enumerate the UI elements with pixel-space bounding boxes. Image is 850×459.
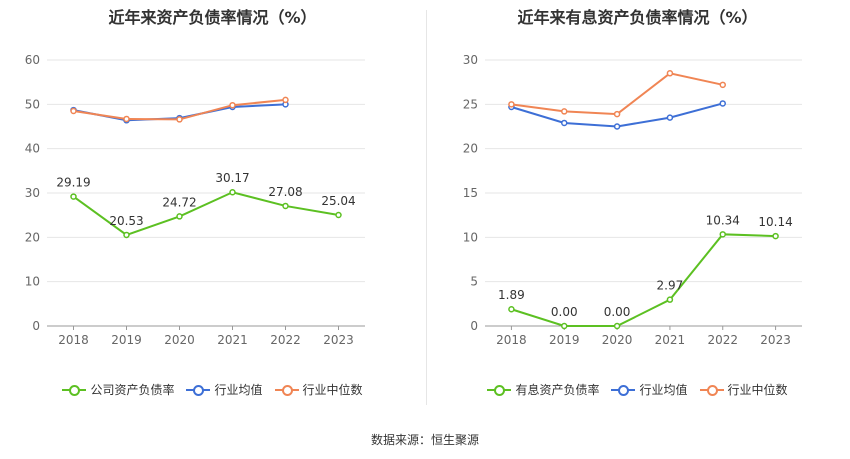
data-point	[229, 188, 236, 196]
legend-swatch-icon	[274, 383, 299, 397]
series-line	[511, 233, 776, 327]
legend-label: 行业均值	[214, 383, 263, 397]
data-point	[561, 108, 568, 115]
y-tick-label: 5	[470, 275, 478, 289]
x-tick-label: 2020	[602, 333, 633, 347]
chart-plot-debt-ratio: 0 10 20 30 40 50 60 2018 2019 2020 2021 2022 2023 29.…	[25, 53, 365, 347]
y-tick-label: 30	[25, 186, 40, 200]
x-tick-label: 2020	[164, 333, 195, 347]
legend-item[interactable]: 公司资产负债率	[62, 381, 174, 398]
data-point	[229, 101, 236, 109]
data-label: 20.53	[109, 214, 143, 228]
y-tick-label: 15	[463, 186, 478, 200]
data-point	[613, 110, 621, 118]
series-line	[511, 72, 723, 116]
data-point	[561, 322, 568, 330]
y-tick-label: 0	[470, 319, 478, 333]
legend-swatch-icon	[611, 383, 636, 397]
x-tick-label: 2021	[655, 333, 686, 347]
y-tick-label: 10	[25, 275, 40, 289]
y-tick-label: 0	[32, 319, 40, 333]
legend-swatch-icon	[699, 383, 724, 397]
x-tick-label: 2021	[217, 333, 248, 347]
panel-divider	[426, 10, 427, 405]
data-point	[719, 81, 726, 89]
data-point	[719, 231, 726, 238]
legend-label: 公司资产负债率	[90, 383, 175, 397]
data-point	[508, 101, 515, 108]
legend-label: 行业均值	[639, 383, 688, 397]
data-point	[772, 232, 779, 240]
legend-item[interactable]: 行业均值	[611, 381, 688, 398]
chart-legend: 有息资产负债率 行业均值 行业中位数	[425, 381, 850, 398]
legend-swatch-icon	[487, 383, 512, 397]
data-point	[70, 107, 77, 115]
data-label: 25.04	[321, 194, 355, 208]
data-point	[561, 119, 568, 127]
data-label: 10.34	[706, 213, 740, 227]
x-tick-label: 2022	[270, 333, 301, 347]
chart-title: 近年来资产负债率情况（%）	[108, 8, 317, 27]
data-point	[666, 70, 674, 77]
x-tick-label: 2018	[496, 333, 527, 347]
data-label: 10.14	[758, 215, 792, 229]
x-tick-label: 2018	[58, 333, 89, 347]
chart-title: 近年来有息资产负债率情况（%）	[517, 8, 758, 27]
series-line	[72, 191, 339, 237]
legend-item[interactable]: 行业中位数	[699, 381, 788, 398]
data-point	[613, 322, 621, 330]
data-label: 24.72	[162, 195, 196, 209]
legend-item[interactable]: 行业中位数	[274, 381, 363, 398]
data-point	[176, 213, 183, 220]
legend-item[interactable]: 行业均值	[186, 381, 263, 398]
data-point	[282, 96, 289, 104]
chart-legend: 公司资产负债率 行业均值 行业中位数	[0, 381, 425, 398]
legend-label: 有息资产负债率	[515, 383, 600, 397]
x-tick-label: 2023	[760, 333, 791, 347]
data-point	[176, 116, 183, 123]
x-tick-label: 2023	[323, 333, 354, 347]
y-tick-label: 40	[25, 142, 40, 156]
data-label: 0.00	[551, 305, 578, 319]
x-tick-label: 2022	[707, 333, 738, 347]
data-point	[123, 115, 130, 123]
legend-label: 行业中位数	[302, 383, 363, 397]
data-label: 0.00	[604, 305, 631, 319]
x-tick-label: 2019	[549, 333, 580, 347]
legend-item[interactable]: 有息资产负债率	[487, 381, 599, 398]
chart-panel-debt-ratio: 近年来资产负债率情况（%） 0 10 20 30 40 50 60 2018 2019 2020 2…	[0, 0, 425, 410]
legend-label: 行业中位数	[727, 383, 788, 397]
y-tick-label: 60	[25, 53, 40, 67]
data-point	[282, 202, 289, 210]
x-tick-label: 2019	[111, 333, 142, 347]
data-point	[666, 296, 674, 303]
data-label: 27.08	[268, 185, 302, 199]
data-point	[508, 305, 515, 313]
data-point	[70, 193, 77, 200]
y-tick-label: 20	[25, 230, 40, 244]
chart-plot-interest-bearing-debt-ratio: 0 5 10 15 20 25 30 2018 2019 2020 2021 2022 2023 1.89…	[463, 53, 802, 347]
y-tick-label: 25	[463, 97, 478, 111]
data-label: 1.89	[498, 288, 525, 302]
legend-swatch-icon	[62, 383, 87, 397]
legend-swatch-icon	[186, 383, 211, 397]
data-point	[335, 211, 342, 219]
data-point	[719, 100, 726, 107]
data-point	[123, 231, 130, 239]
data-label: 29.19	[56, 176, 90, 190]
data-label: 2.97	[657, 279, 684, 293]
chart-panel-interest-bearing-debt-ratio: 近年来有息资产负债率情况（%） 0 5 10 15 20 25 30 2018 2019 2020…	[425, 0, 850, 410]
y-tick-label: 50	[25, 97, 40, 111]
y-tick-label: 30	[463, 53, 478, 67]
data-source-note: 数据来源：恒生聚源	[370, 433, 479, 447]
y-tick-label: 10	[463, 230, 478, 244]
y-tick-label: 20	[463, 142, 478, 156]
data-label: 30.17	[215, 171, 249, 185]
data-point	[613, 123, 621, 130]
data-point	[666, 114, 674, 121]
